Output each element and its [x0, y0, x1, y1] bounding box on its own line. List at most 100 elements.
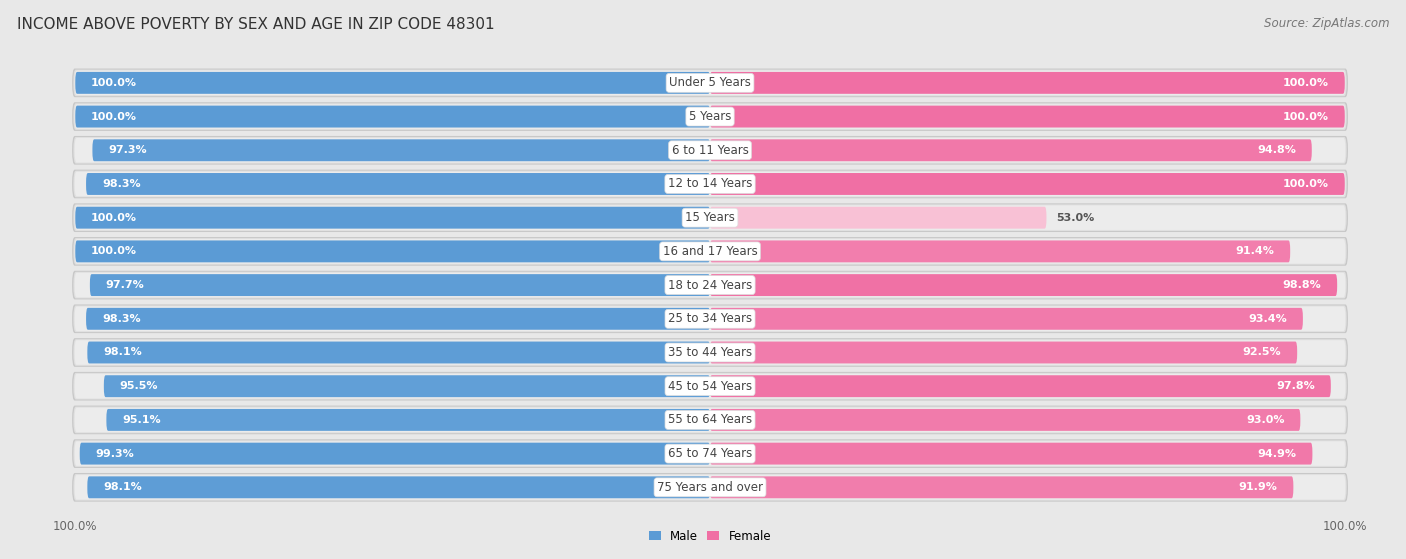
Text: 100.0%: 100.0%	[91, 212, 138, 222]
Text: Under 5 Years: Under 5 Years	[669, 77, 751, 89]
FancyBboxPatch shape	[75, 475, 1346, 500]
Text: 18 to 24 Years: 18 to 24 Years	[668, 278, 752, 292]
FancyBboxPatch shape	[73, 205, 1347, 231]
FancyBboxPatch shape	[710, 240, 1291, 262]
Text: 100.0%: 100.0%	[91, 112, 138, 121]
FancyBboxPatch shape	[710, 207, 1046, 229]
FancyBboxPatch shape	[76, 72, 710, 94]
FancyBboxPatch shape	[75, 273, 1346, 297]
FancyBboxPatch shape	[72, 237, 1348, 266]
Text: 100.0%: 100.0%	[1282, 179, 1329, 189]
Text: 45 to 54 Years: 45 to 54 Years	[668, 380, 752, 393]
Text: 91.9%: 91.9%	[1239, 482, 1278, 492]
FancyBboxPatch shape	[73, 305, 1347, 332]
FancyBboxPatch shape	[76, 240, 710, 262]
FancyBboxPatch shape	[710, 106, 1344, 127]
Text: 75 Years and over: 75 Years and over	[657, 481, 763, 494]
FancyBboxPatch shape	[75, 408, 1346, 432]
FancyBboxPatch shape	[73, 373, 1347, 400]
Text: 25 to 34 Years: 25 to 34 Years	[668, 312, 752, 325]
FancyBboxPatch shape	[87, 342, 710, 363]
FancyBboxPatch shape	[710, 173, 1344, 195]
FancyBboxPatch shape	[86, 308, 710, 330]
Text: 94.9%: 94.9%	[1257, 449, 1296, 458]
Text: 94.8%: 94.8%	[1257, 145, 1296, 155]
Text: 100.0%: 100.0%	[1282, 112, 1329, 121]
Text: 93.0%: 93.0%	[1246, 415, 1285, 425]
Text: 92.5%: 92.5%	[1243, 348, 1281, 358]
FancyBboxPatch shape	[710, 308, 1303, 330]
FancyBboxPatch shape	[710, 375, 1331, 397]
FancyBboxPatch shape	[73, 272, 1347, 299]
FancyBboxPatch shape	[710, 476, 1294, 498]
FancyBboxPatch shape	[86, 173, 710, 195]
FancyBboxPatch shape	[73, 406, 1347, 433]
FancyBboxPatch shape	[72, 338, 1348, 367]
FancyBboxPatch shape	[72, 406, 1348, 434]
FancyBboxPatch shape	[710, 443, 1312, 465]
Text: 5 Years: 5 Years	[689, 110, 731, 123]
FancyBboxPatch shape	[73, 238, 1347, 265]
FancyBboxPatch shape	[710, 409, 1301, 431]
Text: 16 and 17 Years: 16 and 17 Years	[662, 245, 758, 258]
FancyBboxPatch shape	[87, 476, 710, 498]
Text: 15 Years: 15 Years	[685, 211, 735, 224]
FancyBboxPatch shape	[75, 239, 1346, 264]
Text: 98.3%: 98.3%	[103, 314, 141, 324]
Text: 65 to 74 Years: 65 to 74 Years	[668, 447, 752, 460]
FancyBboxPatch shape	[76, 106, 710, 127]
Text: 98.3%: 98.3%	[103, 179, 141, 189]
Text: 55 to 64 Years: 55 to 64 Years	[668, 414, 752, 427]
FancyBboxPatch shape	[73, 69, 1347, 96]
FancyBboxPatch shape	[75, 70, 1346, 95]
FancyBboxPatch shape	[72, 136, 1348, 164]
Text: 35 to 44 Years: 35 to 44 Years	[668, 346, 752, 359]
Text: 97.8%: 97.8%	[1277, 381, 1315, 391]
FancyBboxPatch shape	[75, 172, 1346, 196]
Text: 100.0%: 100.0%	[1282, 78, 1329, 88]
FancyBboxPatch shape	[90, 274, 710, 296]
Text: 97.7%: 97.7%	[105, 280, 145, 290]
Legend: Male, Female: Male, Female	[644, 525, 776, 547]
FancyBboxPatch shape	[72, 169, 1348, 198]
Text: 6 to 11 Years: 6 to 11 Years	[672, 144, 748, 157]
FancyBboxPatch shape	[73, 103, 1347, 130]
Text: Source: ZipAtlas.com: Source: ZipAtlas.com	[1264, 17, 1389, 30]
Text: 100.0%: 100.0%	[91, 247, 138, 257]
FancyBboxPatch shape	[710, 274, 1337, 296]
FancyBboxPatch shape	[107, 409, 710, 431]
FancyBboxPatch shape	[72, 372, 1348, 401]
FancyBboxPatch shape	[73, 339, 1347, 366]
FancyBboxPatch shape	[72, 473, 1348, 501]
FancyBboxPatch shape	[710, 72, 1344, 94]
Text: 97.3%: 97.3%	[108, 145, 146, 155]
FancyBboxPatch shape	[75, 374, 1346, 399]
FancyBboxPatch shape	[72, 305, 1348, 333]
FancyBboxPatch shape	[75, 306, 1346, 331]
FancyBboxPatch shape	[75, 205, 1346, 230]
Text: 53.0%: 53.0%	[1056, 212, 1094, 222]
FancyBboxPatch shape	[75, 105, 1346, 129]
FancyBboxPatch shape	[93, 139, 710, 161]
FancyBboxPatch shape	[73, 170, 1347, 197]
Text: 12 to 14 Years: 12 to 14 Years	[668, 177, 752, 191]
FancyBboxPatch shape	[104, 375, 710, 397]
Text: 98.8%: 98.8%	[1282, 280, 1322, 290]
FancyBboxPatch shape	[75, 340, 1346, 365]
FancyBboxPatch shape	[72, 439, 1348, 468]
FancyBboxPatch shape	[710, 139, 1312, 161]
Text: 100.0%: 100.0%	[91, 78, 138, 88]
FancyBboxPatch shape	[73, 474, 1347, 501]
FancyBboxPatch shape	[72, 102, 1348, 131]
FancyBboxPatch shape	[72, 271, 1348, 300]
FancyBboxPatch shape	[72, 203, 1348, 232]
Text: 91.4%: 91.4%	[1236, 247, 1274, 257]
Text: 95.1%: 95.1%	[122, 415, 160, 425]
FancyBboxPatch shape	[75, 441, 1346, 466]
FancyBboxPatch shape	[72, 69, 1348, 97]
Text: 99.3%: 99.3%	[96, 449, 135, 458]
FancyBboxPatch shape	[73, 440, 1347, 467]
Text: 93.4%: 93.4%	[1249, 314, 1286, 324]
FancyBboxPatch shape	[73, 137, 1347, 164]
Text: 95.5%: 95.5%	[120, 381, 159, 391]
